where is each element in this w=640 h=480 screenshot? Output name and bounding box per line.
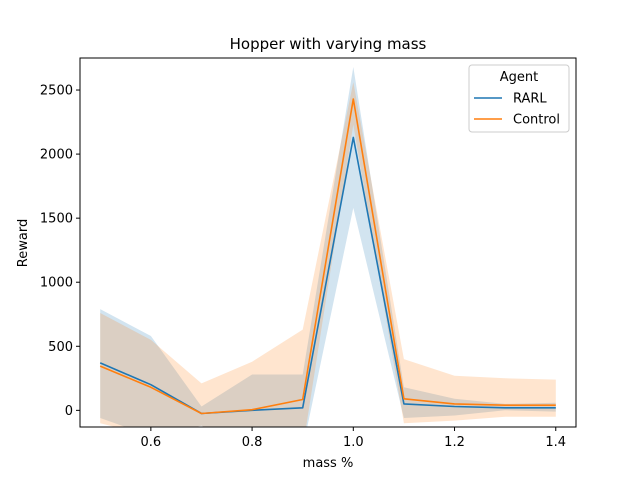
chart-title: Hopper with varying mass (230, 35, 427, 53)
y-tick-label: 2500 (40, 84, 73, 99)
series-line-control (99, 98, 556, 415)
x-tick-label: 1.4 (545, 435, 566, 450)
legend-title: Agent (500, 70, 538, 85)
confidence-band-control (100, 82, 556, 427)
y-tick-label: 500 (48, 340, 73, 355)
x-tick-label: 1.0 (343, 435, 364, 450)
legend-label-rarl: RARL (513, 92, 547, 107)
plot-area-frame (79, 57, 577, 428)
series-line-rarl (99, 136, 556, 415)
x-tick-label: 0.8 (242, 435, 263, 450)
x-tick-label: 1.2 (444, 435, 465, 450)
y-tick-label: 1500 (40, 212, 73, 227)
y-axis-label: Reward (16, 219, 31, 267)
legend-label-control: Control (513, 113, 560, 128)
y-tick-label: 2000 (40, 148, 73, 163)
y-tick-label: 1000 (40, 276, 73, 291)
y-tick-label: 0 (65, 404, 73, 419)
x-tick-label: 0.6 (141, 435, 162, 450)
legend: Agent RARL Control (468, 64, 570, 133)
legend-box (468, 64, 570, 133)
x-axis-label: mass % (303, 456, 354, 471)
